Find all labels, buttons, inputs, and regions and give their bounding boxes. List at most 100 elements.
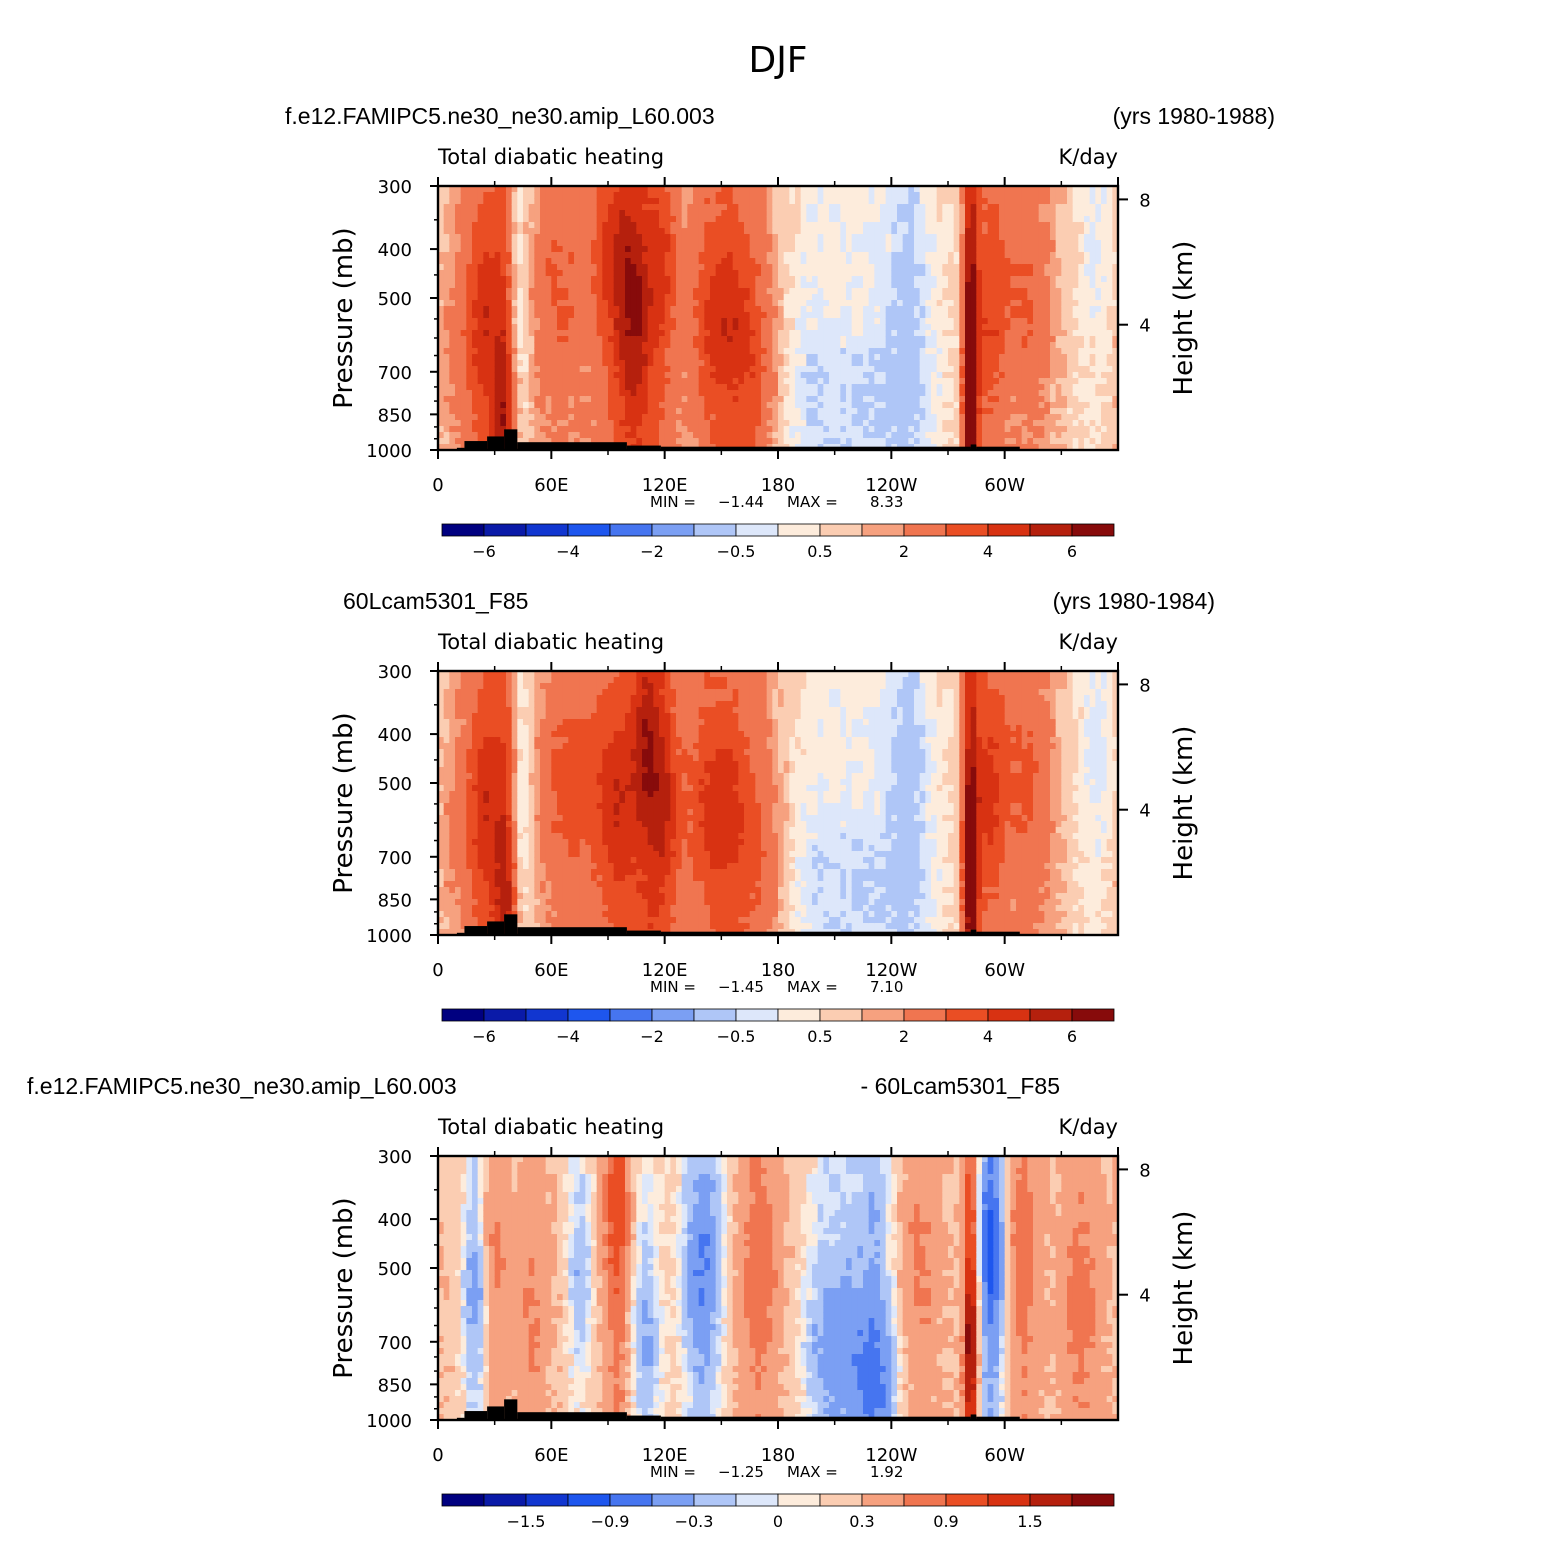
contour-cell <box>461 318 467 325</box>
contour-cell <box>591 246 597 253</box>
contour-cell <box>602 354 608 361</box>
contour-cell <box>506 318 512 325</box>
contour-cell <box>449 378 455 385</box>
contour-cell <box>455 360 461 367</box>
contour-cell <box>602 288 608 295</box>
contour-cell <box>512 210 518 217</box>
contour-cell <box>529 318 535 325</box>
contour-cell <box>546 318 552 325</box>
contour-cell <box>619 246 625 253</box>
contour-cell <box>546 324 552 331</box>
contour-cell <box>495 330 501 337</box>
contour-cell <box>557 222 563 229</box>
contour-cell <box>546 222 552 229</box>
contour-cell <box>597 228 603 235</box>
contour-cell <box>461 210 467 217</box>
contour-cell <box>512 342 518 349</box>
contour-cell <box>534 426 540 433</box>
contour-cell <box>591 330 597 337</box>
contour-cell <box>585 312 591 319</box>
contour-cell <box>551 234 557 241</box>
contour-cell <box>449 396 455 403</box>
contour-cell <box>580 390 586 397</box>
contour-cell <box>540 324 546 331</box>
contour-cell <box>551 240 557 247</box>
contour-cell <box>563 372 569 379</box>
contour-cell <box>608 300 614 307</box>
contour-cell <box>614 318 620 325</box>
contour-cell <box>466 240 472 247</box>
contour-cell <box>551 390 557 397</box>
contour-cell <box>529 216 535 223</box>
contour-cell <box>608 210 614 217</box>
contour-cell <box>500 258 506 265</box>
contour-cell <box>489 318 495 325</box>
contour-cell <box>534 378 540 385</box>
contour-cell <box>563 324 569 331</box>
contour-cell <box>625 258 631 265</box>
contour-cell <box>523 210 529 217</box>
contour-cell <box>608 222 614 229</box>
contour-cell <box>472 258 478 265</box>
contour-cell <box>597 384 603 391</box>
contour-cell <box>449 204 455 211</box>
contour-cell <box>529 354 535 361</box>
contour-cell <box>517 264 523 271</box>
contour-cell <box>495 282 501 289</box>
contour-field <box>438 186 1119 451</box>
contour-cell <box>625 420 631 427</box>
contour-cell <box>557 324 563 331</box>
contour-cell <box>478 234 484 241</box>
contour-cell <box>602 228 608 235</box>
contour-cell <box>614 336 620 343</box>
contour-cell <box>461 396 467 403</box>
contour-cell <box>489 294 495 301</box>
contour-cell <box>461 360 467 367</box>
contour-cell <box>444 318 450 325</box>
contour-cell <box>568 378 574 385</box>
contour-cell <box>546 252 552 259</box>
contour-cell <box>517 312 523 319</box>
contour-cell <box>546 390 552 397</box>
contour-cell <box>557 228 563 235</box>
contour-cell <box>568 426 574 433</box>
contour-cell <box>449 336 455 343</box>
contour-cell <box>506 216 512 223</box>
contour-cell <box>614 420 620 427</box>
contour-cell <box>444 432 450 439</box>
contour-cell <box>574 252 580 259</box>
contour-cell <box>568 198 574 205</box>
contour-cell <box>563 420 569 427</box>
contour-cell <box>534 318 540 325</box>
contour-cell <box>580 384 586 391</box>
contour-cell <box>574 324 580 331</box>
contour-cell <box>574 354 580 361</box>
contour-cell <box>455 216 461 223</box>
contour-cell <box>512 258 518 265</box>
contour-cell <box>455 222 461 229</box>
contour-cell <box>489 198 495 205</box>
contour-cell <box>602 246 608 253</box>
contour-cell <box>506 198 512 205</box>
contour-cell <box>449 270 455 277</box>
contour-cell <box>597 426 603 433</box>
contour-cell <box>557 282 563 289</box>
contour-cell <box>540 426 546 433</box>
contour-cell <box>512 306 518 313</box>
contour-cell <box>483 192 489 199</box>
contour-cell <box>608 372 614 379</box>
contour-cell <box>455 384 461 391</box>
contour-cell <box>472 372 478 379</box>
contour-cell <box>540 402 546 409</box>
contour-cell <box>449 438 455 445</box>
contour-cell <box>523 264 529 271</box>
contour-cell <box>551 414 557 421</box>
contour-cell <box>489 234 495 241</box>
contour-cell <box>444 240 450 247</box>
contour-cell <box>512 414 518 421</box>
contour-cell <box>466 408 472 415</box>
contour-cell <box>478 384 484 391</box>
contour-cell <box>591 312 597 319</box>
contour-cell <box>580 324 586 331</box>
contour-cell <box>563 312 569 319</box>
